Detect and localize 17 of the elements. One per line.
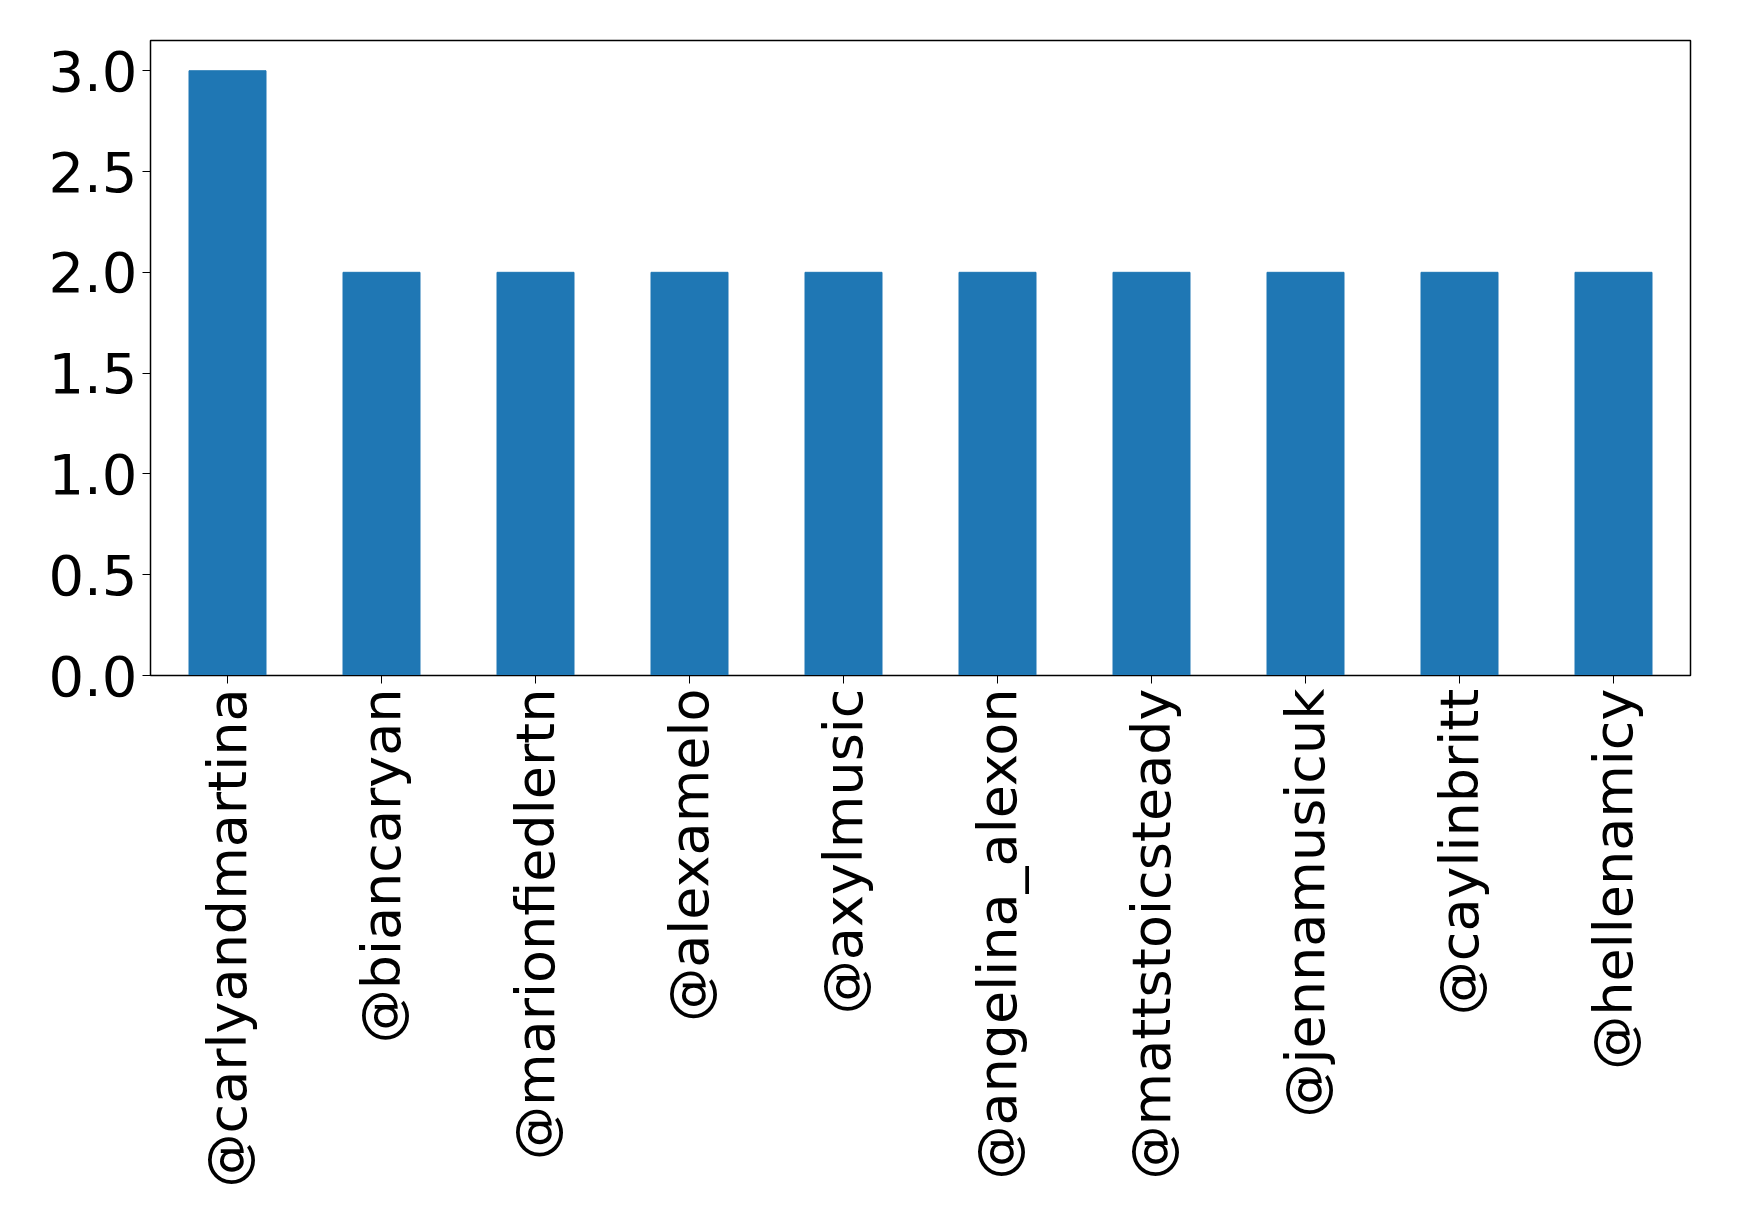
y-tick-label: 3.0: [48, 38, 138, 104]
y-tick-label: 1.5: [48, 341, 138, 407]
y-tick-label: 1.0: [48, 441, 138, 507]
y-tick-label: 2.0: [48, 240, 138, 306]
x-tick-label: @axylmusic: [812, 688, 875, 1015]
x-tick-label: @alexamelo: [658, 688, 721, 1022]
y-tick-label: 0.0: [48, 643, 138, 709]
x-tick-label: @carlyandmartina: [196, 688, 259, 1188]
x-tick-label: @hellenamicy: [1582, 688, 1645, 1070]
x-tick-label: @biancaryan: [350, 688, 413, 1044]
y-tick-label: 0.5: [48, 542, 138, 608]
x-tick-label: @angelina_alexon: [966, 688, 1029, 1180]
x-tick-label: @caylinbritt: [1428, 688, 1491, 1016]
x-tick-label: @jennamusicuk: [1274, 687, 1337, 1118]
y-tick-label: 2.5: [48, 139, 138, 205]
x-tick-label: @marionfiedlertn: [504, 688, 567, 1160]
x-tick-label: @mattstoicsteady: [1120, 688, 1183, 1180]
